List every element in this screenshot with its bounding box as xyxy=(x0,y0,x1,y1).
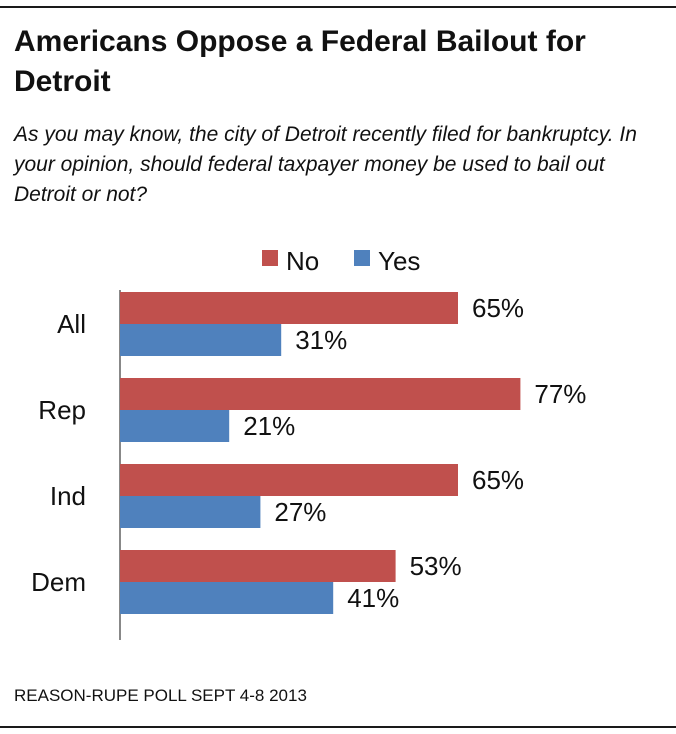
bottom-rule xyxy=(0,726,676,728)
value-label-no-rep: 77% xyxy=(534,379,586,409)
value-label-yes-ind: 27% xyxy=(274,497,326,527)
source-note: REASON-RUPE POLL SEPT 4-8 2013 xyxy=(14,686,307,705)
category-label-rep: Rep xyxy=(38,395,86,425)
category-label-all: All xyxy=(57,309,86,339)
chart-subtitle: As you may know, the city of Detroit rec… xyxy=(14,123,637,206)
bar-yes-dem xyxy=(120,582,334,614)
value-label-yes-rep: 21% xyxy=(243,411,295,441)
value-label-yes-dem: 41% xyxy=(347,583,399,613)
bar-chart: No Yes All 65% 31% Rep 77% 21% Ind 65% 27% Dem 53% 41… xyxy=(31,246,586,640)
value-label-no-all: 65% xyxy=(472,293,524,323)
legend-swatch-yes xyxy=(354,250,370,266)
bar-yes-all xyxy=(120,324,282,356)
legend-label-no: No xyxy=(286,246,319,276)
bar-no-dem xyxy=(120,550,396,582)
value-label-no-dem: 53% xyxy=(410,551,462,581)
bar-no-ind xyxy=(120,464,458,496)
bar-yes-rep xyxy=(120,410,230,442)
value-label-no-ind: 65% xyxy=(472,465,524,495)
value-label-yes-all: 31% xyxy=(295,325,347,355)
chart-title: Americans Oppose a Federal Bailout for D… xyxy=(14,25,586,98)
legend-label-yes: Yes xyxy=(378,246,420,276)
bar-yes-ind xyxy=(120,496,261,528)
bar-no-all xyxy=(120,292,458,324)
legend-swatch-no xyxy=(262,250,278,266)
top-rule xyxy=(0,6,676,8)
category-label-ind: Ind xyxy=(50,481,86,511)
category-label-dem: Dem xyxy=(31,567,86,597)
bar-no-rep xyxy=(120,378,521,410)
